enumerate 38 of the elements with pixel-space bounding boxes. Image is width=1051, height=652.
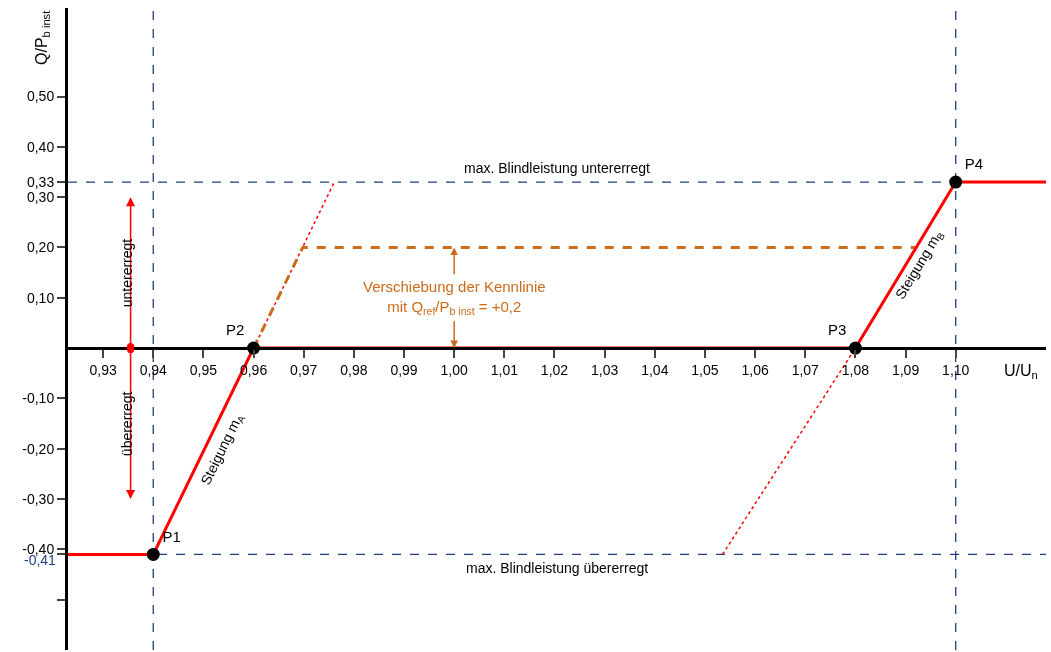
x-tick-label: 0,94 (139, 361, 168, 378)
x-tick-label: 0,95 (189, 361, 218, 378)
y-tick-label: 0,10 (26, 289, 55, 306)
x-tick-label: 1,03 (591, 361, 619, 378)
annotation: übererregt (119, 391, 136, 457)
x-tick-label: 1,01 (490, 361, 519, 378)
data-label: P3 (827, 321, 847, 339)
x-tick-label: 0,97 (290, 361, 318, 378)
x-tick-label: 1,09 (891, 361, 920, 378)
y-tick-label: -0,10 (22, 390, 55, 407)
data-label: P4 (964, 155, 984, 173)
x-tick-label: 1,06 (741, 361, 769, 378)
annotation: Verschiebung der Kennlinie mit Q$_{ref}$/P$_{b inst}$ = +0,2 (363, 278, 546, 317)
x-axis-title: U/U$_{n}$ (1004, 362, 1038, 382)
y-tick-label: 0,33 (26, 173, 55, 190)
y-tick-label: 0,20 (26, 239, 55, 256)
ref-line-label: max. Blindleistung untererregt (464, 160, 651, 176)
x-tick-label: 0,98 (340, 361, 368, 378)
x-tick-label: 1,05 (691, 361, 719, 378)
y-tick-label: -0,30 (22, 490, 55, 507)
data-label: P1 (162, 527, 181, 545)
data-label: P2 (226, 321, 245, 339)
point (146, 547, 160, 561)
y-tick-label: 0,30 (26, 189, 55, 206)
x-tick-label: 1,08 (841, 361, 870, 378)
x-tick-label: 1,00 (440, 361, 469, 378)
y-tick-label: -0,20 (22, 440, 55, 457)
point (949, 175, 963, 189)
y-tick-label: 0,40 (26, 138, 55, 155)
x-tick-label: 0,93 (89, 361, 117, 378)
ref-line-label: max. Blindleistung übererregt (466, 560, 649, 576)
x-tick-label: 1,04 (641, 361, 669, 378)
x-tick-label: 1,07 (791, 361, 820, 378)
x-tick-label: 1,02 (540, 361, 569, 378)
y-tick-label: 0,50 (26, 88, 55, 105)
annotation: untererregt (118, 238, 135, 308)
x-tick-label: 0,99 (390, 361, 418, 378)
x-tick-label: 1,10 (942, 361, 970, 378)
